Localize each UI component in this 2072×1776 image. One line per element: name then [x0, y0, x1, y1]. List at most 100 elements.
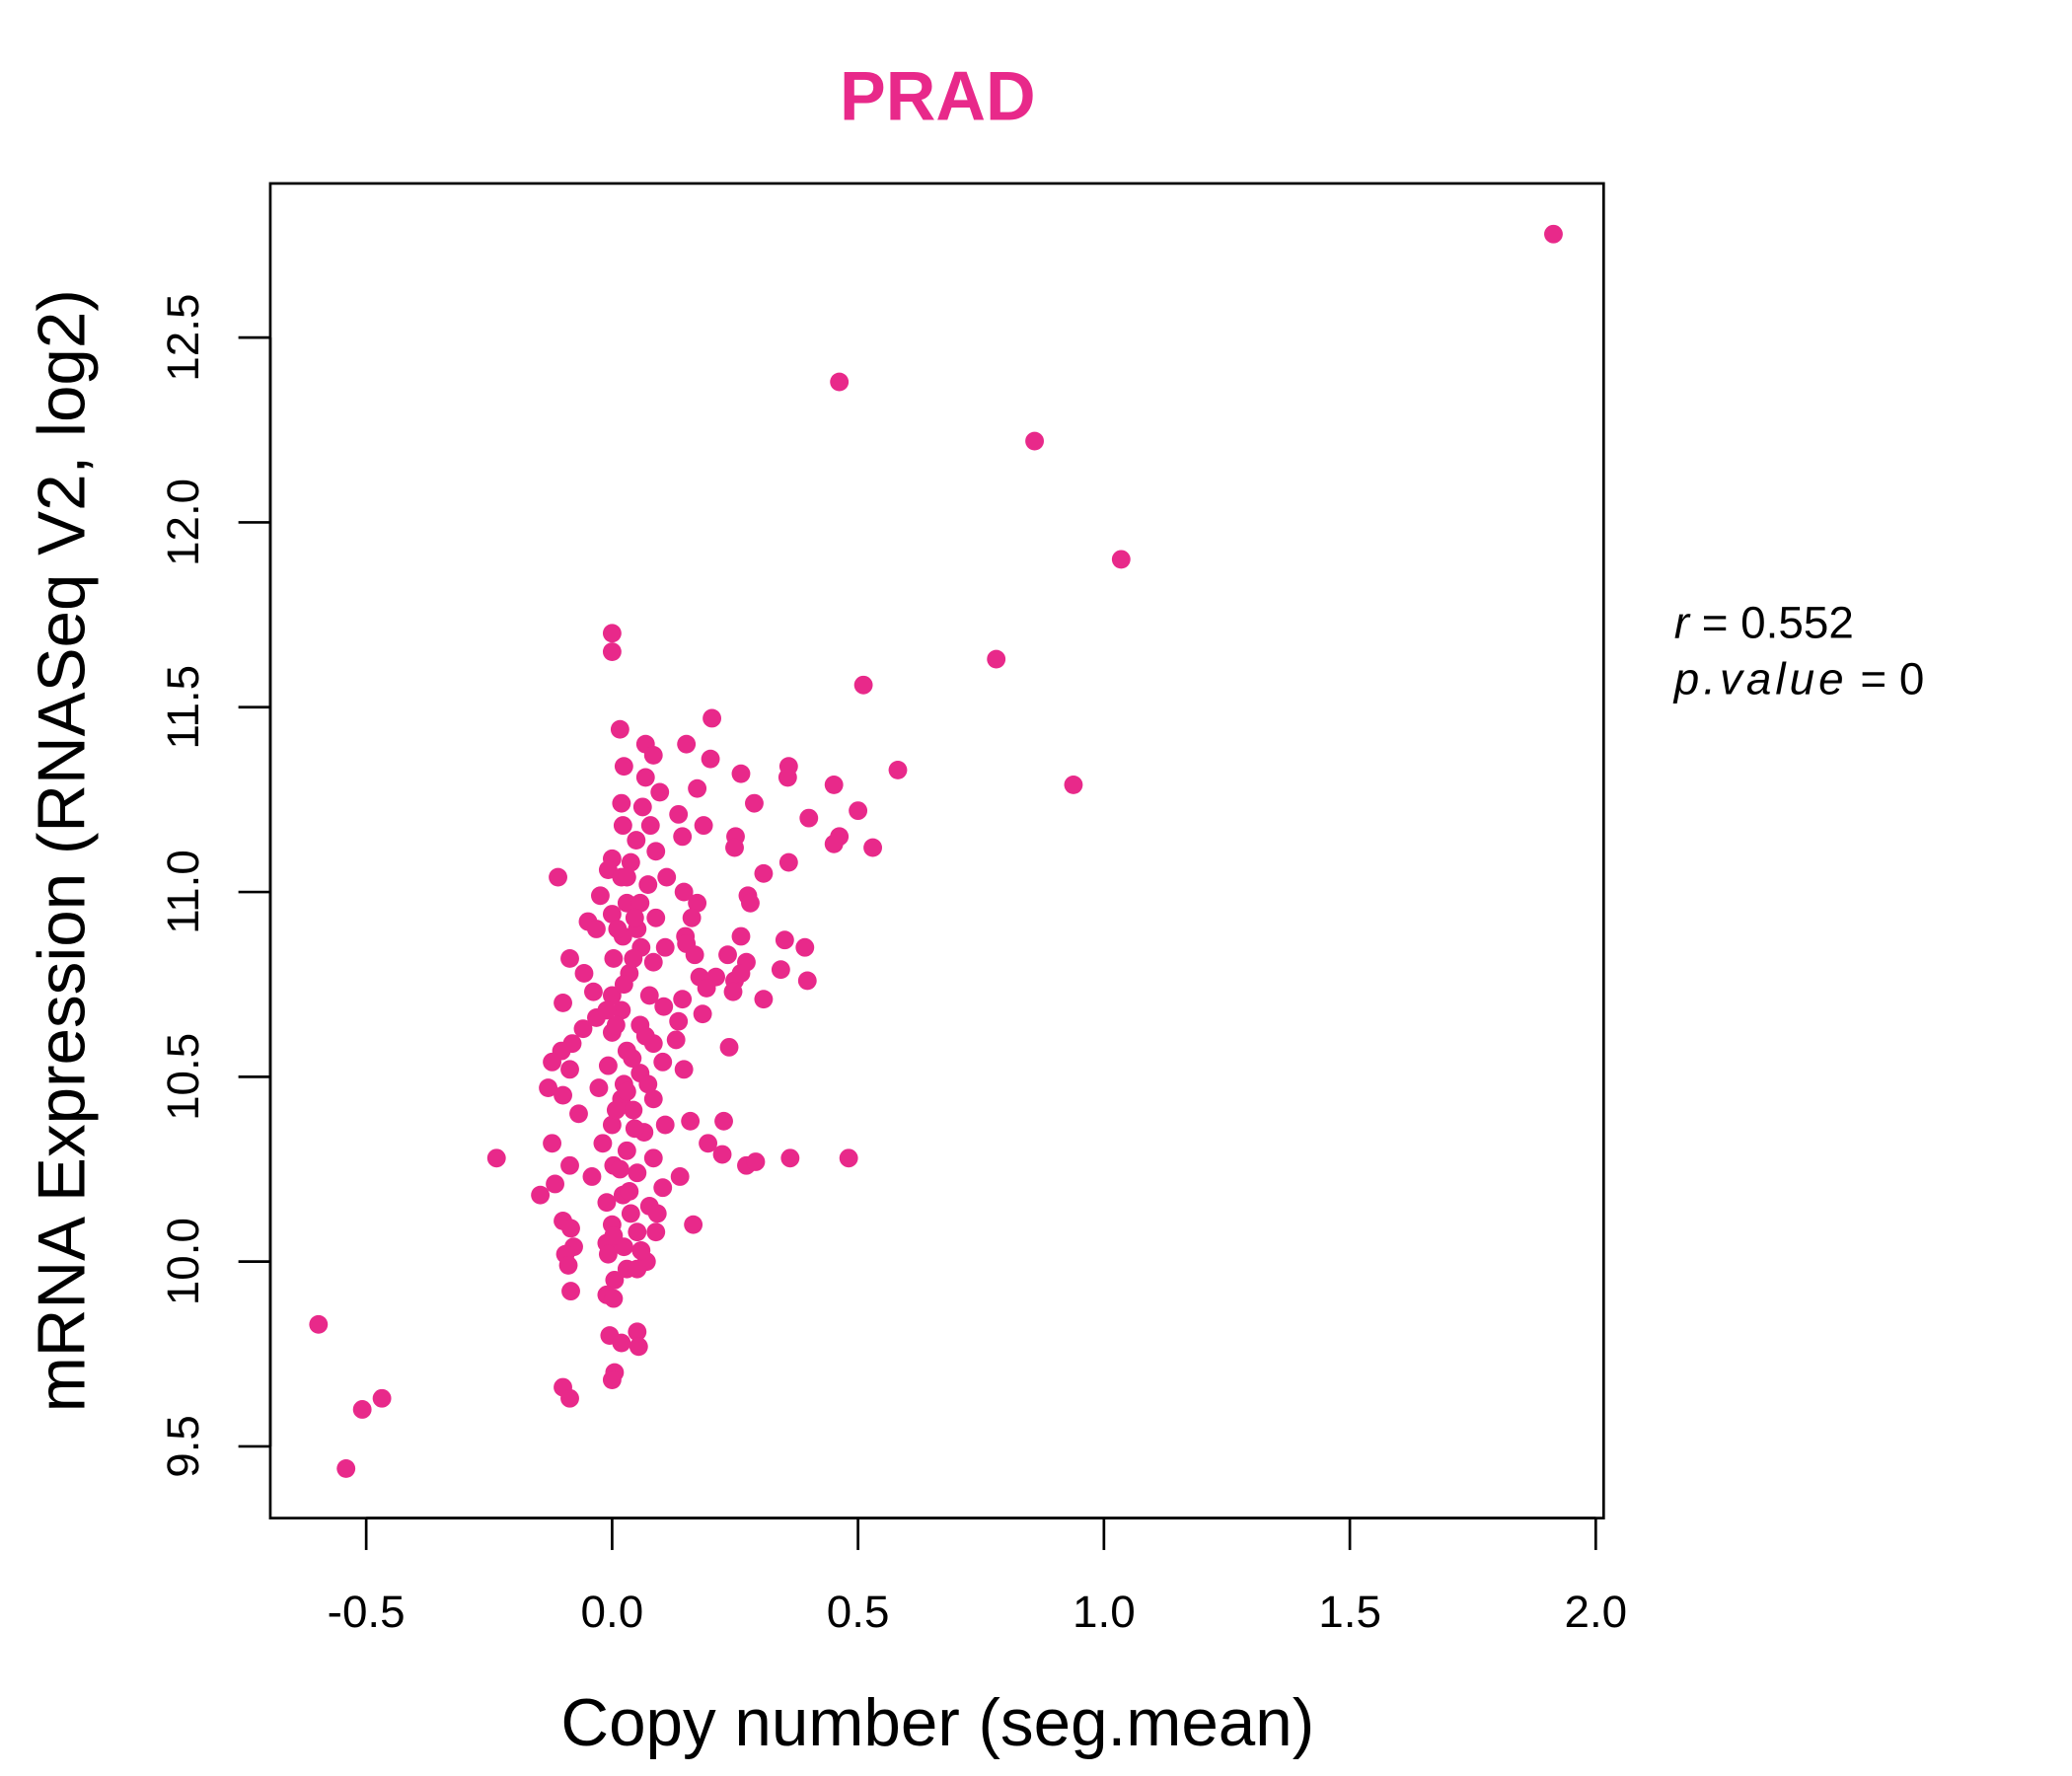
data-point — [561, 1219, 580, 1238]
data-point — [718, 945, 737, 965]
data-point — [604, 1289, 624, 1308]
data-point — [598, 1056, 618, 1075]
data-point — [703, 708, 722, 728]
data-point — [617, 893, 636, 913]
data-point — [795, 937, 815, 957]
data-point — [543, 1052, 562, 1072]
data-point — [623, 1049, 642, 1069]
data-point — [719, 1037, 739, 1057]
data-point — [569, 1104, 588, 1124]
data-point — [775, 930, 794, 950]
data-point — [590, 886, 610, 906]
p-label: p.value — [1672, 653, 1848, 703]
data-point — [554, 1085, 572, 1105]
data-point — [543, 1134, 562, 1153]
p-equals: = — [1860, 653, 1887, 703]
data-point — [573, 1019, 593, 1039]
r-equals: = — [1702, 598, 1729, 648]
data-point — [754, 863, 774, 883]
data-point — [628, 1163, 647, 1183]
x-tick-label: 0.5 — [827, 1587, 890, 1637]
data-point — [632, 797, 652, 817]
data-point — [655, 1115, 675, 1135]
data-point — [629, 1337, 648, 1357]
data-point — [863, 838, 883, 857]
data-point — [849, 801, 868, 821]
data-point — [723, 982, 743, 1001]
data-point — [731, 764, 751, 783]
data-point — [714, 1111, 733, 1131]
data-point — [602, 624, 622, 643]
correlation-annotation: r = 0.552 — [1674, 598, 1854, 648]
data-point — [797, 971, 817, 991]
data-point — [987, 649, 1006, 669]
data-point — [1064, 775, 1083, 794]
data-point — [635, 1026, 655, 1046]
data-point — [888, 760, 908, 779]
data-point — [673, 990, 693, 1009]
x-axis: -0.5 0.0 0.5 1.0 1.5 2.0 — [328, 1517, 1627, 1637]
data-point — [582, 1167, 602, 1186]
data-point — [697, 979, 716, 998]
data-point — [639, 986, 659, 1005]
data-point — [688, 778, 707, 798]
data-point — [780, 1148, 800, 1168]
y-tick-label: 10.5 — [158, 1033, 208, 1121]
data-point — [621, 852, 640, 872]
data-point — [694, 816, 713, 836]
data-point — [777, 768, 797, 787]
data-point — [628, 1259, 647, 1279]
x-tick-label: 1.0 — [1073, 1587, 1136, 1637]
data-point — [613, 816, 632, 836]
data-point — [839, 1148, 858, 1168]
data-point — [666, 1030, 686, 1050]
data-point — [372, 1388, 392, 1408]
data-point — [602, 905, 622, 924]
data-point — [539, 1078, 558, 1098]
y-axis: 9.5 10.0 10.5 11.0 11.5 12.0 12.5 — [158, 294, 272, 1478]
data-point — [614, 975, 633, 995]
data-point — [574, 964, 594, 983]
data-point — [606, 1100, 626, 1120]
data-point — [1111, 550, 1131, 569]
data-point — [643, 1148, 663, 1168]
data-point — [657, 867, 677, 887]
data-point — [610, 1159, 629, 1179]
data-point — [560, 1155, 579, 1175]
data-point — [610, 719, 629, 739]
data-point — [650, 782, 670, 802]
data-point — [635, 768, 655, 787]
points-layer — [309, 224, 1563, 1478]
data-point — [602, 642, 622, 661]
data-point — [693, 1004, 712, 1024]
data-point — [602, 1370, 622, 1389]
data-point — [624, 949, 643, 968]
data-point — [643, 746, 663, 765]
data-point — [638, 1074, 658, 1094]
data-point — [546, 1174, 564, 1194]
data-point — [597, 1000, 617, 1020]
data-point — [352, 1400, 372, 1419]
data-point — [560, 949, 579, 968]
data-point — [654, 997, 674, 1016]
data-point — [677, 734, 697, 754]
r-value: 0.552 — [1740, 598, 1854, 648]
y-tick-label: 10.0 — [158, 1218, 208, 1305]
data-point — [673, 827, 693, 847]
data-point — [670, 1167, 690, 1186]
data-point — [646, 1222, 666, 1242]
data-point — [531, 1185, 551, 1205]
data-point — [630, 893, 650, 913]
data-point — [669, 804, 689, 824]
data-point — [1025, 431, 1045, 451]
data-point — [608, 920, 628, 938]
y-tick-label: 12.5 — [158, 294, 208, 382]
data-point — [593, 1134, 613, 1153]
data-point — [625, 908, 644, 927]
x-tick-label: -0.5 — [328, 1587, 406, 1637]
data-point — [561, 1282, 580, 1301]
data-point — [587, 920, 606, 938]
data-point — [745, 793, 764, 813]
data-point — [684, 1215, 703, 1234]
data-point — [824, 834, 844, 853]
